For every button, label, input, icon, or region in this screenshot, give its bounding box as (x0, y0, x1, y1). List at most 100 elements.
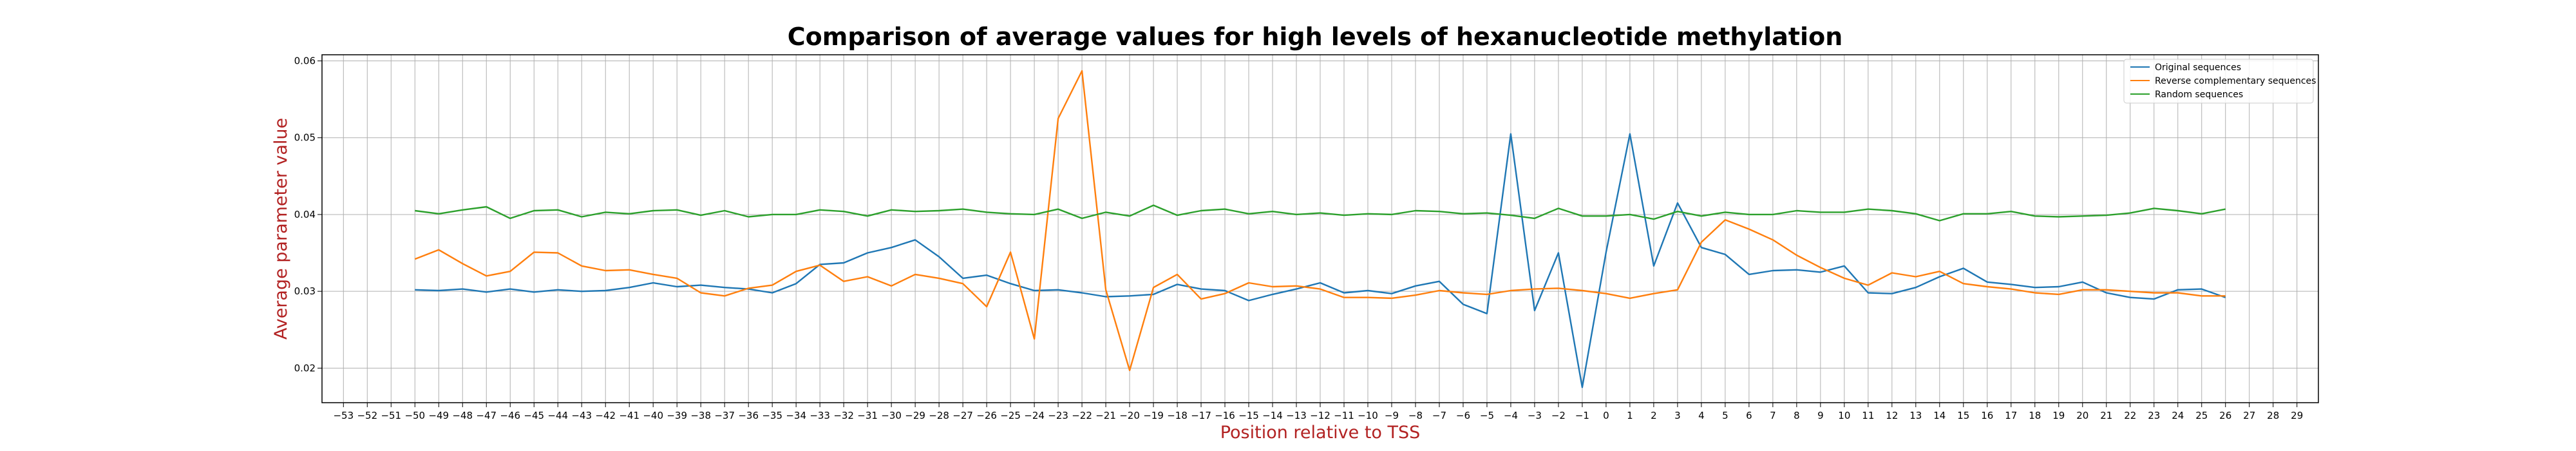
x-tick-label--43: −43 (571, 410, 592, 421)
x-tick-label--51: −51 (381, 410, 401, 421)
x-tick-label--36: −36 (738, 410, 759, 421)
x-tick-label-2: 2 (1651, 410, 1657, 421)
x-tick-label--18: −18 (1167, 410, 1188, 421)
x-tick-label-14: 14 (1933, 410, 1946, 421)
x-tick-label--37: −37 (714, 410, 735, 421)
y-tick-label-0-03: 0.03 (294, 285, 316, 297)
x-tick-label-11: 11 (1862, 410, 1874, 421)
x-tick-label--47: −47 (476, 410, 497, 421)
x-tick-label--1: −1 (1575, 410, 1589, 421)
x-tick-label-22: 22 (2124, 410, 2136, 421)
series-line-original-sequences (415, 133, 2226, 389)
x-tick-label-24: 24 (2172, 410, 2184, 421)
x-tick-label--35: −35 (762, 410, 782, 421)
x-tick-label--26: −26 (976, 410, 997, 421)
x-tick-label-20: 20 (2076, 410, 2088, 421)
chart-title: Comparison of average values for high le… (788, 23, 1843, 51)
x-tick-label-13: 13 (1909, 410, 1922, 421)
x-tick-label--8: −8 (1408, 410, 1423, 421)
x-tick-label-23: 23 (2148, 410, 2160, 421)
x-tick-label--15: −15 (1238, 410, 1259, 421)
x-tick-label-0: 0 (1603, 410, 1609, 421)
x-tick-label-8: 8 (1794, 410, 1800, 421)
x-tick-label--27: −27 (952, 410, 973, 421)
x-tick-label-19: 19 (2052, 410, 2065, 421)
legend-label-reverse-complementary: Reverse complementary sequences (2155, 76, 2316, 86)
x-tick-label-26: 26 (2219, 410, 2231, 421)
x-tick-label--12: −12 (1310, 410, 1331, 421)
x-tick-label--49: −49 (428, 410, 449, 421)
x-tick-label-12: 12 (1886, 410, 1898, 421)
x-tick-label--13: −13 (1286, 410, 1307, 421)
x-tick-label-17: 17 (2005, 410, 2017, 421)
x-tick-label--9: −9 (1385, 410, 1399, 421)
x-tick-label--44: −44 (547, 410, 568, 421)
y-tick-label-0-05: 0.05 (294, 132, 316, 144)
x-tick-label--5: −5 (1480, 410, 1494, 421)
x-tick-label--23: −23 (1048, 410, 1068, 421)
x-tick-label--46: −46 (500, 410, 520, 421)
x-tick-label--21: −21 (1095, 410, 1116, 421)
x-tick-label-4: 4 (1698, 410, 1705, 421)
x-tick-label-7: 7 (1770, 410, 1776, 421)
series-lines (414, 70, 2226, 389)
x-tick-label--50: −50 (404, 410, 425, 421)
x-tick-label-27: 27 (2243, 410, 2255, 421)
x-tick-label--48: −48 (452, 410, 473, 421)
x-tick-label--22: −22 (1072, 410, 1092, 421)
x-tick-label--31: −31 (857, 410, 878, 421)
x-tick-label--34: −34 (786, 410, 806, 421)
x-tick-label--45: −45 (524, 410, 544, 421)
x-tick-label--6: −6 (1456, 410, 1470, 421)
legend-label-random: Random sequences (2155, 90, 2243, 100)
x-tick-label--30: −30 (881, 410, 902, 421)
y-axis-ticks: 0.02 0.03 0.04 0.05 0.06 (294, 55, 322, 374)
x-tick-label-25: 25 (2195, 410, 2208, 421)
x-tick-label--52: −52 (357, 410, 377, 421)
y-tick-label-0-02: 0.02 (294, 362, 316, 374)
x-tick-label--24: −24 (1024, 410, 1045, 421)
x-tick-label-15: 15 (1957, 410, 1969, 421)
x-tick-label-10: 10 (1838, 410, 1850, 421)
x-tick-label--39: −39 (667, 410, 687, 421)
x-tick-label--4: −4 (1504, 410, 1518, 421)
y-axis-label: Average parameter value (271, 118, 291, 340)
x-tick-label--28: −28 (929, 410, 949, 421)
x-tick-label--33: −33 (810, 410, 830, 421)
y-tick-label-0-04: 0.04 (294, 209, 316, 220)
x-axis-label: Position relative to TSS (1220, 423, 1421, 443)
x-axis-ticks: −53 −52 −51 −50 −49 −48 −47 −46 −45 −44 −43 −42 −41−… (333, 403, 2303, 421)
x-tick-label--7: −7 (1432, 410, 1446, 421)
y-tick-label-0-06: 0.06 (294, 55, 316, 67)
x-tick-label-21: 21 (2100, 410, 2112, 421)
legend-label-original: Original sequences (2155, 62, 2241, 73)
x-tick-label-9: 9 (1817, 410, 1824, 421)
x-tick-label--2: −2 (1551, 410, 1566, 421)
legend-box (2123, 59, 2314, 104)
x-tick-label-28: 28 (2267, 410, 2279, 421)
legend: Original sequences Reverse complementary… (2123, 59, 2316, 104)
x-tick-label-1: 1 (1627, 410, 1633, 421)
x-tick-label--42: −42 (595, 410, 616, 421)
x-tick-label--41: −41 (619, 410, 639, 421)
x-tick-label-5: 5 (1722, 410, 1728, 421)
x-tick-label-18: 18 (2029, 410, 2041, 421)
x-tick-label--11: −11 (1334, 410, 1354, 421)
x-tick-label--3: −3 (1528, 410, 1542, 421)
x-tick-label--14: −14 (1262, 410, 1283, 421)
x-tick-label--38: −38 (690, 410, 711, 421)
x-tick-label-6: 6 (1746, 410, 1752, 421)
series-line-random-sequences (415, 204, 2226, 222)
x-tick-label--16: −16 (1215, 410, 1235, 421)
x-tick-label--25: −25 (1000, 410, 1021, 421)
x-tick-label--19: −19 (1143, 410, 1164, 421)
x-tick-label--17: −17 (1191, 410, 1211, 421)
x-tick-label-16: 16 (1981, 410, 1993, 421)
x-tick-label--10: −10 (1358, 410, 1378, 421)
x-tick-label--53: −53 (333, 410, 354, 421)
x-tick-label--29: −29 (905, 410, 925, 421)
x-tick-label--40: −40 (643, 410, 663, 421)
x-tick-label--20: −20 (1119, 410, 1140, 421)
series-line-reverse-complementary-sequences (414, 70, 2226, 372)
